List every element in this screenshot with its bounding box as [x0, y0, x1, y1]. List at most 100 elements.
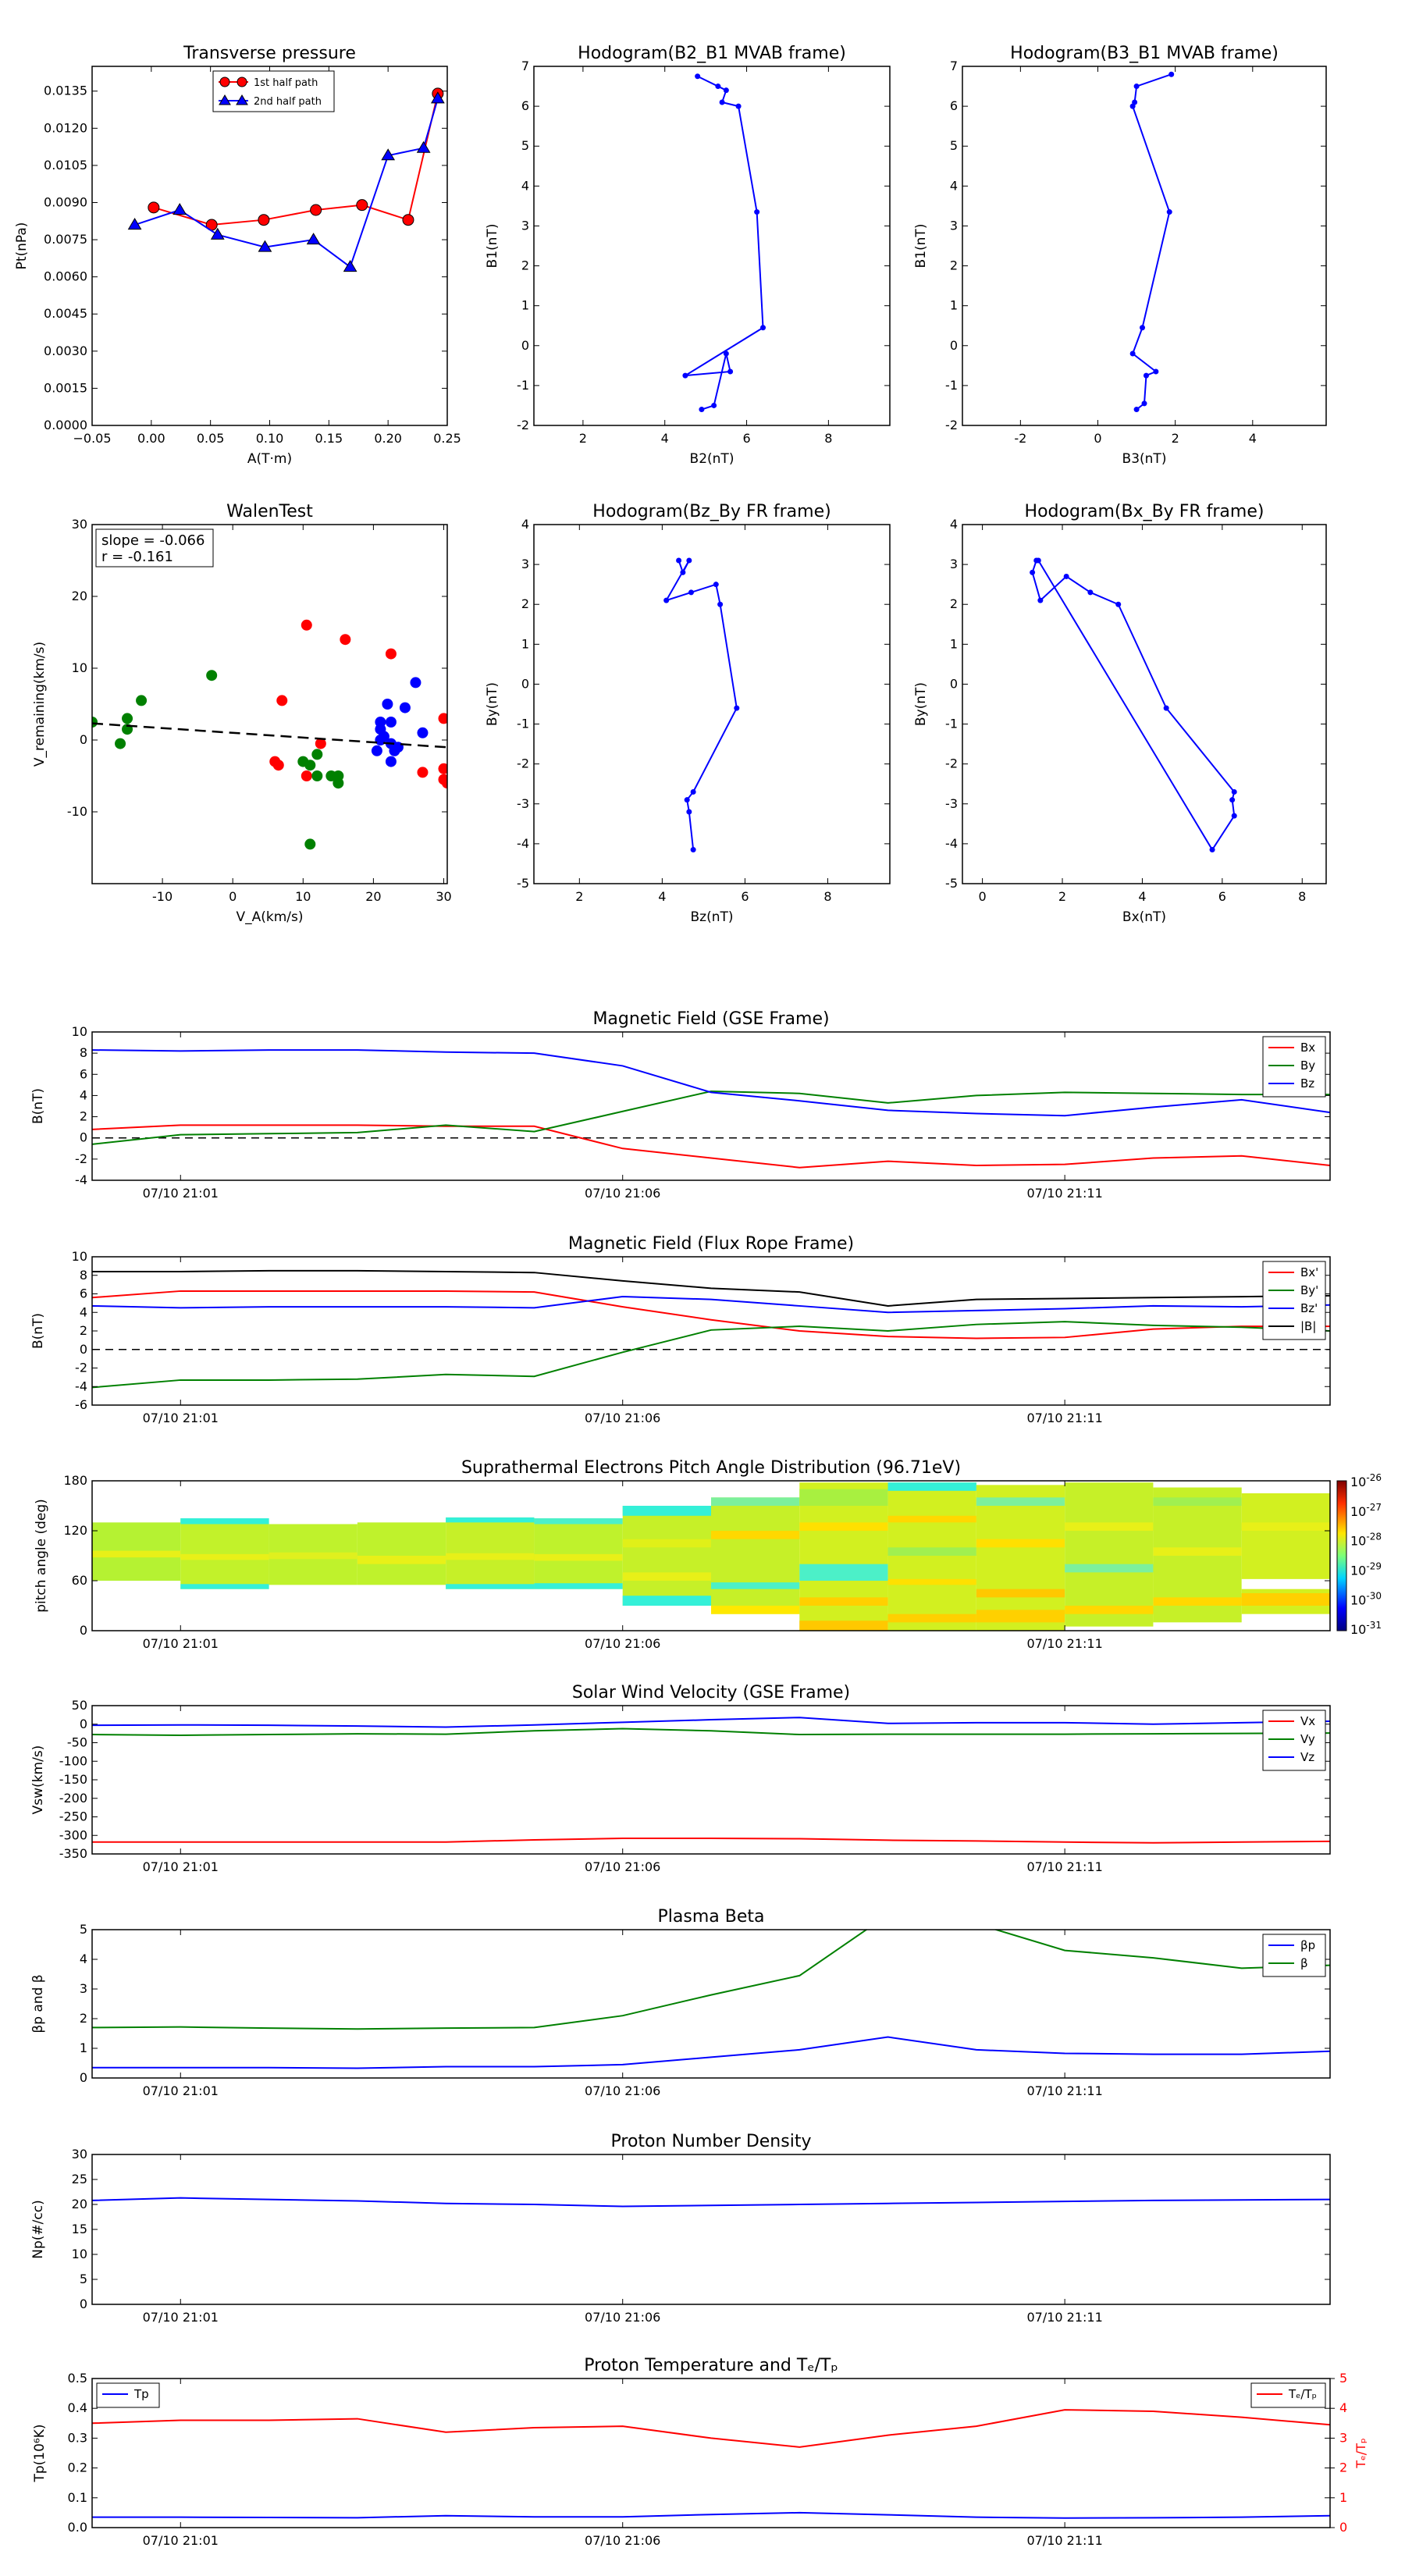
chart-title: Proton Number Density: [611, 2132, 812, 2151]
data-point: [1163, 705, 1169, 711]
y-tick-label: 180: [63, 1473, 87, 1488]
y-tick-label: 0: [80, 1130, 87, 1145]
data-point: [304, 760, 316, 771]
x-tick-label: 2: [1172, 431, 1179, 446]
right-tick-label: 3: [1339, 2430, 1347, 2445]
x-tick-label: 07/10 21:01: [143, 2533, 219, 2548]
y-tick-label: 6: [80, 1286, 87, 1301]
plot-area: [92, 619, 447, 850]
y-tick-label: 15: [72, 2222, 87, 2236]
data-point: [727, 368, 734, 375]
plot-area: [92, 1482, 1330, 1631]
data-point: [713, 582, 719, 588]
chart-h1: Hodogram(B2_B1 MVAB frame) -2 -1 0 1 2 3 4 5 6 7 2 4…: [485, 44, 891, 467]
series-line: [92, 1296, 1330, 1314]
y-tick-label: 0.0060: [44, 269, 87, 284]
y-tick-label: -1: [945, 378, 958, 393]
stats-text: r = -0.161: [101, 549, 173, 565]
legend-box: [96, 2382, 160, 2408]
series-line: [685, 75, 764, 411]
y-tick-label: 6: [521, 98, 529, 113]
x-tick-label: 07/10 21:06: [585, 2083, 660, 2098]
y-axis-label: pitch angle (deg): [34, 1499, 49, 1613]
x-tick-label: 07/10 21:11: [1026, 2083, 1102, 2098]
y-tick-label: 20: [72, 589, 87, 603]
y-tick-label: 4: [521, 517, 529, 532]
y-axis-label: V_remaining(km/s): [32, 642, 48, 767]
y-tick-label: 0.1: [68, 2490, 87, 2505]
data-point: [385, 717, 397, 728]
y-tick-label: 2: [950, 258, 958, 273]
heatmap-cell: [1065, 1482, 1154, 1627]
y-tick-label: -4: [75, 1172, 87, 1187]
plot-area: [92, 1930, 1330, 2069]
heatmap-cell: [534, 1518, 623, 1589]
x-tick-label: 0.10: [256, 431, 284, 446]
series-line: [664, 560, 738, 850]
data-point: [402, 214, 414, 226]
y-tick-label: -6: [75, 1397, 87, 1412]
data-point: [1168, 71, 1175, 77]
plot-area: [92, 2197, 1330, 2208]
chart-title: WalenTest: [226, 502, 313, 521]
series-line: [92, 1290, 1330, 1340]
data-point: [343, 259, 357, 272]
data-point: [385, 756, 397, 767]
data-point: [92, 717, 98, 728]
heatmap-cell: [180, 1584, 269, 1589]
right-tick-label: 2: [1339, 2460, 1347, 2475]
heatmap-cell: [446, 1553, 535, 1560]
y-tick-label: 0.0015: [44, 380, 87, 395]
heatmap-cell: [799, 1522, 888, 1531]
data-point: [684, 797, 690, 803]
x-tick-label: 07/10 21:01: [143, 2310, 219, 2325]
y-tick-label: 0.4: [68, 2400, 87, 2415]
heatmap-cell: [1153, 1497, 1242, 1506]
heatmap-cell: [180, 1518, 269, 1525]
y-tick-label: 3: [950, 557, 958, 571]
heatmap-cell: [1065, 1564, 1154, 1573]
y-tick-label: 4: [521, 178, 529, 193]
heatmap-cell: [976, 1610, 1065, 1623]
legend: Vx Vy Vz: [1262, 1710, 1326, 1771]
heatmap-cell: [1153, 1547, 1242, 1556]
heatmap-cell: [534, 1518, 623, 1525]
y-tick-label: 0: [80, 2070, 87, 2085]
plot-frame: [91, 1256, 1331, 1406]
plot-area: [92, 1717, 1330, 1844]
data-point: [399, 702, 411, 713]
y-tick-label: 1: [521, 298, 529, 313]
y-tick-label: 4: [950, 517, 958, 532]
y-axis-label: B1(nT): [485, 224, 500, 269]
legend: Tₑ/Tₚ: [1250, 2382, 1326, 2408]
heatmap-cell: [976, 1497, 1065, 1506]
chart-title: Magnetic Field (GSE Frame): [592, 1009, 829, 1029]
chart-title: Hodogram(Bz_By FR frame): [592, 502, 831, 521]
y-tick-label: -100: [59, 1753, 87, 1768]
y-axis-label: By(nT): [913, 682, 929, 726]
y-tick-label: 5: [521, 138, 529, 153]
data-point: [410, 677, 422, 688]
chart-np: Proton Number Density 0 5 10 15 20 25 30 07/10 2…: [30, 2132, 1331, 2325]
data-point: [1063, 573, 1069, 579]
heatmap-cell: [711, 1531, 800, 1539]
data-point: [315, 738, 326, 749]
x-tick-label: 0.20: [374, 431, 402, 446]
y-tick-label: 0: [80, 2297, 87, 2311]
y-tick-label: 0: [950, 338, 958, 353]
y-axis-label: B1(nT): [913, 224, 929, 269]
heatmap-cell: [887, 1614, 976, 1623]
y-axis-label: Np(#/cc): [30, 2200, 46, 2258]
y-tick-label: 1: [80, 2041, 87, 2055]
heatmap-cell: [887, 1547, 976, 1556]
series-line: [92, 1269, 1330, 1307]
y-tick-label: 1: [950, 298, 958, 313]
x-tick-label: 0: [979, 889, 987, 904]
x-tick-label: 07/10 21:06: [585, 1859, 660, 1874]
data-point: [682, 372, 688, 379]
data-point: [1231, 788, 1237, 795]
series-line: [92, 2409, 1330, 2448]
series-line: [92, 1090, 1330, 1145]
data-point: [310, 204, 322, 216]
legend-label: By': [1300, 1283, 1318, 1297]
